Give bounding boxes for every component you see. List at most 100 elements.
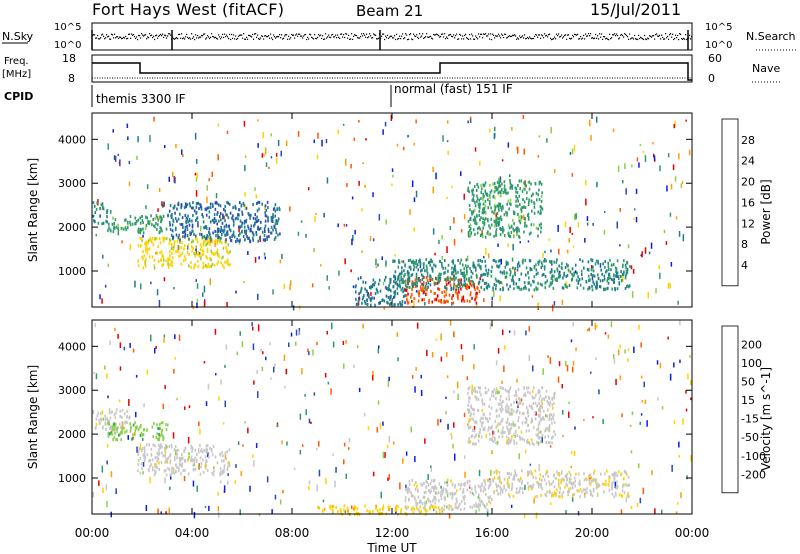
power-echo-cell bbox=[278, 208, 281, 212]
velocity-scatter-cell bbox=[106, 460, 108, 465]
power-echo-cell bbox=[218, 219, 220, 223]
power-echo-cell bbox=[191, 225, 194, 229]
power-echo-cell bbox=[515, 187, 518, 191]
power-echo-cell bbox=[525, 224, 528, 228]
noise-sample bbox=[146, 38, 148, 40]
velocity-echo-cell bbox=[156, 432, 158, 436]
power-echo-cell bbox=[152, 243, 155, 247]
velocity-scatter-cell bbox=[316, 342, 318, 345]
power-echo-cell bbox=[102, 221, 105, 225]
velocity-echo-cell bbox=[428, 489, 430, 493]
velocity-echo-cell bbox=[156, 466, 158, 470]
velocity-echo-cell bbox=[433, 495, 435, 499]
velocity-scatter-cell bbox=[214, 328, 217, 335]
power-scatter-cell bbox=[441, 235, 443, 240]
power-scatter-cell bbox=[153, 116, 155, 122]
velocity-echo-cell bbox=[552, 417, 555, 421]
power-scatter-cell bbox=[346, 183, 348, 188]
noise-sample bbox=[577, 33, 579, 35]
power-echo-cell bbox=[270, 225, 273, 229]
velocity-echo-cell bbox=[503, 486, 505, 490]
velocity-scatter-cell bbox=[453, 422, 455, 428]
power-echo-cell bbox=[144, 226, 147, 230]
power-scatter-cell bbox=[596, 116, 598, 123]
velocity-echo-cell bbox=[604, 479, 607, 483]
power-scatter-cell bbox=[206, 185, 208, 191]
noise-sample bbox=[93, 34, 95, 36]
power-scatter-cell bbox=[311, 283, 314, 288]
power-scatter-cell bbox=[634, 208, 636, 211]
velocity-echo-cell bbox=[559, 487, 562, 491]
velocity-echo-cell bbox=[537, 391, 539, 394]
velocity-scatter-cell bbox=[207, 452, 209, 458]
velocity-echo-cell bbox=[616, 474, 619, 478]
power-echo-cell bbox=[359, 290, 362, 294]
velocity-echo-cell bbox=[162, 435, 164, 439]
velocity-scatter-cell bbox=[304, 394, 306, 397]
noise-sample bbox=[297, 35, 299, 37]
power-echo-cell bbox=[264, 224, 267, 228]
velocity-echo-cell bbox=[445, 490, 447, 494]
noise-sample bbox=[316, 38, 318, 40]
power-echo-cell bbox=[538, 259, 541, 263]
power-scatter-cell bbox=[575, 213, 577, 220]
velocity-echo-cell bbox=[508, 483, 510, 487]
velocity-echo-cell bbox=[554, 433, 557, 437]
power-echo-cell bbox=[235, 240, 237, 244]
power-echo-cell bbox=[180, 246, 183, 250]
velocity-echo-cell bbox=[489, 501, 492, 505]
x-axis-ticks: 00:00 04:00 08:00 12:00 16:00 20:00 00:00 bbox=[75, 113, 709, 540]
velocity-echo-cell bbox=[527, 423, 529, 427]
velocity-scatter-cell bbox=[640, 375, 643, 379]
power-echo-cell bbox=[170, 247, 173, 250]
power-echo-cell bbox=[144, 264, 147, 268]
power-echo-cell bbox=[510, 183, 513, 187]
velocity-echo-cell bbox=[170, 444, 173, 447]
power-echo-cell bbox=[242, 235, 245, 238]
power-echo-cell bbox=[497, 279, 499, 283]
velocity-scatter-cell bbox=[618, 349, 620, 356]
velocity-echo-cell bbox=[503, 477, 506, 481]
power-scatter-cell bbox=[415, 290, 418, 293]
power-echo-cell bbox=[495, 224, 498, 228]
power-scatter-cell bbox=[672, 164, 675, 171]
velocity-echo-cell bbox=[424, 509, 427, 513]
noise-sample bbox=[189, 37, 191, 39]
power-echo-cell bbox=[571, 277, 573, 281]
power-echo-cell bbox=[228, 224, 230, 228]
power-echo-cell bbox=[229, 211, 232, 215]
noise-sample bbox=[442, 33, 444, 35]
power-echo-cell bbox=[204, 239, 207, 243]
power-echo-cell bbox=[168, 257, 171, 261]
velocity-echo-cell bbox=[560, 481, 562, 485]
velocity-echo-cell bbox=[173, 448, 176, 452]
velocity-echo-cell bbox=[451, 496, 454, 500]
velocity-echo-cell bbox=[165, 428, 168, 431]
power-echo-cell bbox=[188, 223, 191, 227]
velocity-scatter-cell bbox=[281, 440, 283, 445]
power-echo-cell bbox=[420, 269, 422, 273]
velocity-echo-cell bbox=[142, 446, 144, 450]
velocity-echo-cell bbox=[355, 511, 358, 515]
velocity-echo-cell bbox=[190, 455, 193, 459]
freq-tick-bottom: 8 bbox=[68, 72, 75, 85]
power-echo-cell bbox=[509, 273, 511, 277]
power-echo-cell bbox=[271, 220, 274, 223]
velocity-echo-cell bbox=[423, 491, 426, 495]
power-echo-cell bbox=[518, 229, 520, 233]
power-scatter-cell bbox=[511, 257, 514, 262]
power-echo-cell bbox=[212, 231, 214, 235]
noise-sample bbox=[545, 35, 547, 37]
velocity-echo-cell bbox=[527, 487, 530, 491]
noise-sample bbox=[251, 36, 253, 38]
velocity-echo-cell bbox=[200, 461, 203, 465]
velocity-echo-cell bbox=[404, 511, 407, 515]
velocity-scatter-cell bbox=[449, 320, 452, 326]
velocity-scatter-cell bbox=[557, 376, 560, 383]
power-echo-cell bbox=[148, 222, 150, 225]
power-echo-cell bbox=[215, 234, 217, 238]
power-echo-cell bbox=[205, 225, 207, 229]
power-colorbar-tick-label: 8 bbox=[741, 238, 748, 251]
velocity-echo-cell bbox=[495, 390, 498, 394]
velocity-echo-cell bbox=[502, 400, 504, 403]
